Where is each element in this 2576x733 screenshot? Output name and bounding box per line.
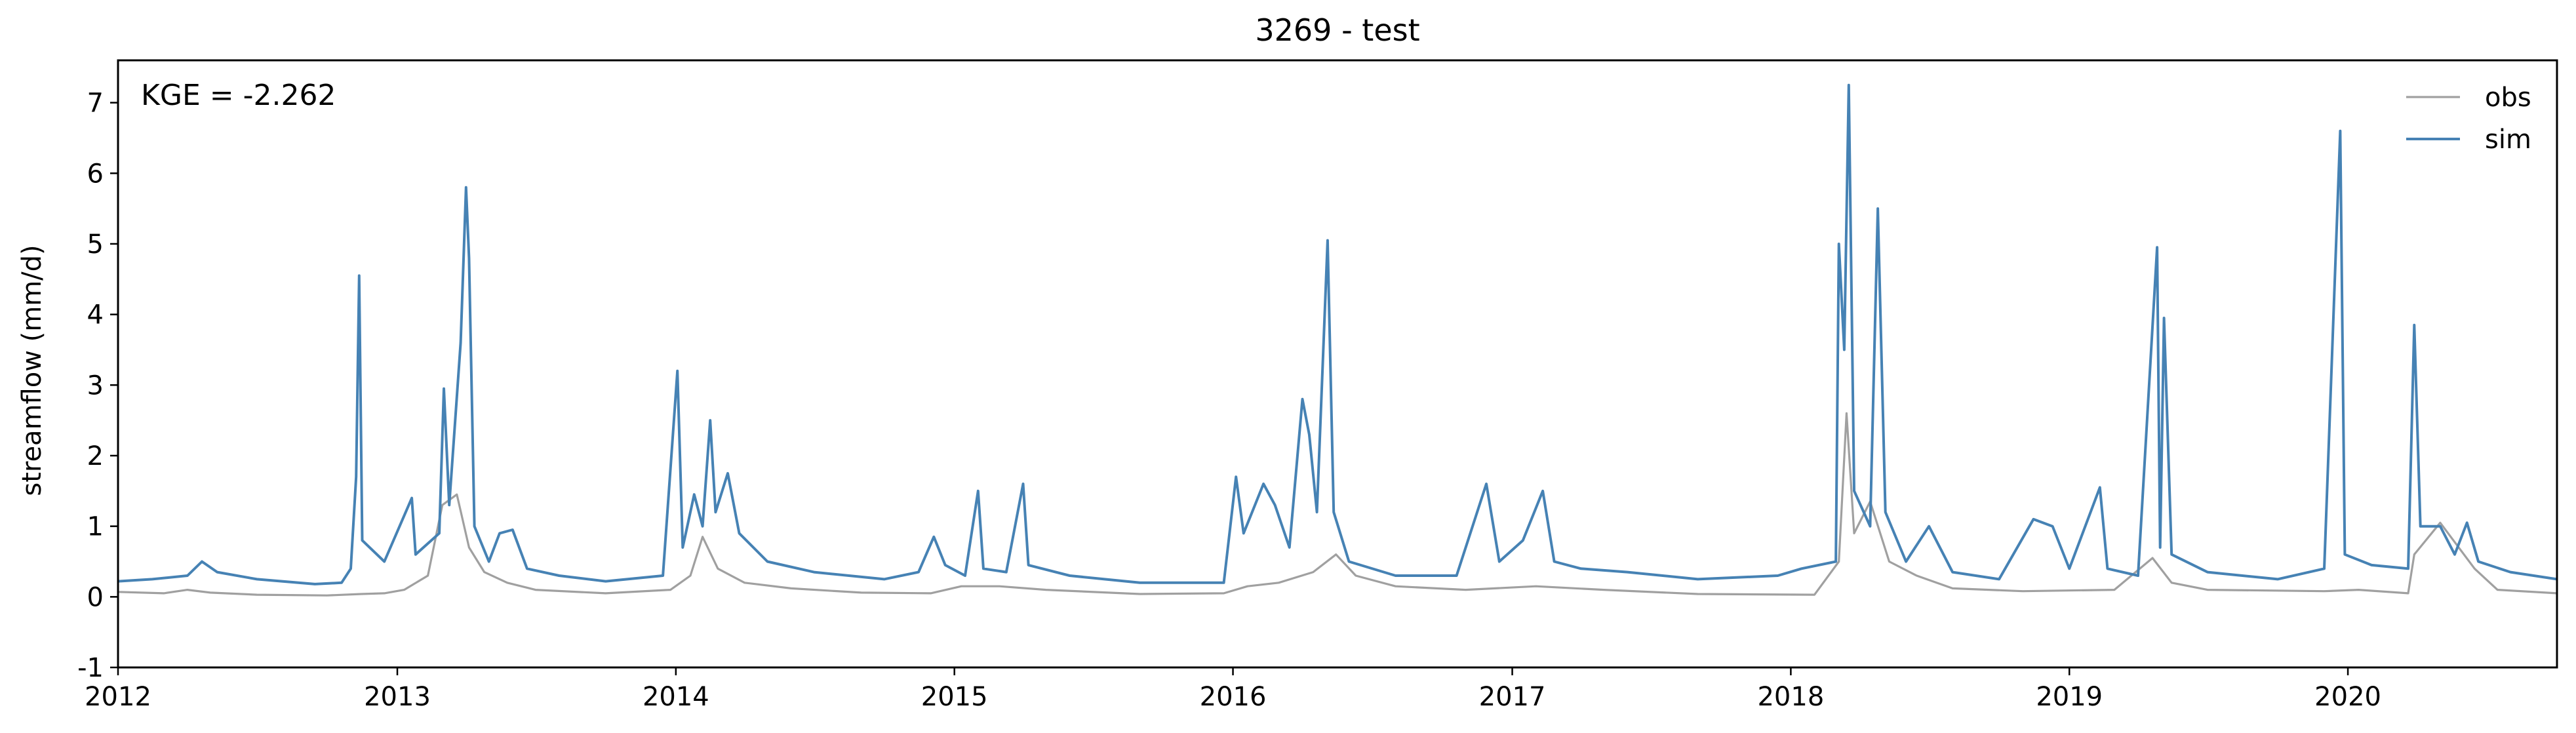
x-tick-label: 2014 [643,682,709,712]
y-tick-label: 7 [87,89,104,119]
series-line-sim [118,83,2557,585]
y-tick-label: 6 [87,159,104,189]
x-tick-label: 2020 [2314,682,2381,712]
x-tick-label: 2015 [921,682,988,712]
series-line-obs [118,412,2557,597]
legend-label-sim: sim [2485,125,2531,155]
plot-frame [117,59,2558,669]
y-tick-label: 3 [87,370,104,401]
series-layer [118,83,2557,597]
y-tick-label: 1 [87,512,104,542]
y-tick-label: 4 [87,300,104,330]
x-tick-label: 2013 [364,682,431,712]
x-tick-label: 2016 [1200,682,1267,712]
y-tick-label: -1 [77,653,104,683]
legend: obs sim [2406,83,2531,155]
x-axis-ticks: 2012 2013 2014 2015 2016 2017 2018 2019 2020 [85,667,2381,712]
chart-title: 3269 - test [1255,12,1419,48]
y-axis-ticks: -1 0 1 2 3 4 5 6 7 [77,89,118,683]
kge-annotation: KGE = -2.262 [141,79,336,112]
x-tick-label: 2012 [85,682,151,712]
y-tick-label: 2 [87,441,104,471]
x-tick-label: 2018 [1757,682,1824,712]
legend-label-obs: obs [2485,83,2531,113]
y-tick-label: 0 [87,582,104,612]
x-tick-label: 2019 [2036,682,2103,712]
x-tick-label: 2017 [1479,682,1546,712]
y-axis-label: streamflow (mm/d) [17,245,47,496]
y-tick-label: 5 [87,229,104,260]
